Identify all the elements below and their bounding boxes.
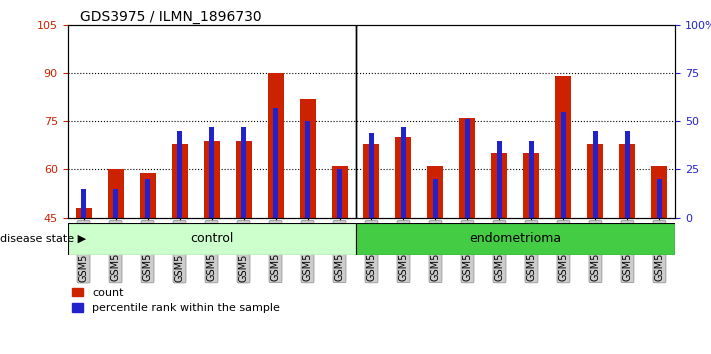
Text: endometrioma: endometrioma [469,233,562,245]
Bar [203,141,220,218]
Bar [369,133,374,218]
Bar [145,179,150,218]
Bar [555,76,572,218]
Bar [587,144,604,218]
Bar [273,108,278,218]
Bar [356,223,675,255]
Bar [363,144,380,218]
Bar [107,170,124,218]
Text: disease state ▶: disease state ▶ [0,234,86,244]
Bar [171,144,188,218]
Text: GDS3975 / ILMN_1896730: GDS3975 / ILMN_1896730 [80,10,262,24]
Bar [593,131,598,218]
Bar [433,179,438,218]
Bar [427,166,444,218]
Bar [177,131,182,218]
Bar [75,208,92,218]
Bar [651,166,668,218]
Bar [619,144,636,218]
Bar [401,127,406,218]
Bar [305,121,310,218]
Legend: count, percentile rank within the sample: count, percentile rank within the sample [68,283,284,318]
Bar [465,119,470,218]
Bar [459,118,476,218]
Bar [331,166,348,218]
Bar [299,99,316,218]
Bar [209,127,214,218]
Bar [68,223,356,255]
Bar [657,179,662,218]
Bar [561,112,566,218]
Bar [529,141,534,218]
Bar [497,141,502,218]
Bar [395,137,412,218]
Bar [235,141,252,218]
Bar [625,131,630,218]
Text: control: control [190,233,233,245]
Bar [491,153,508,218]
Bar [337,170,342,218]
Bar [81,189,86,218]
Bar [523,153,540,218]
Bar [267,73,284,218]
Bar [241,127,246,218]
Bar [139,173,156,218]
Bar [113,189,118,218]
